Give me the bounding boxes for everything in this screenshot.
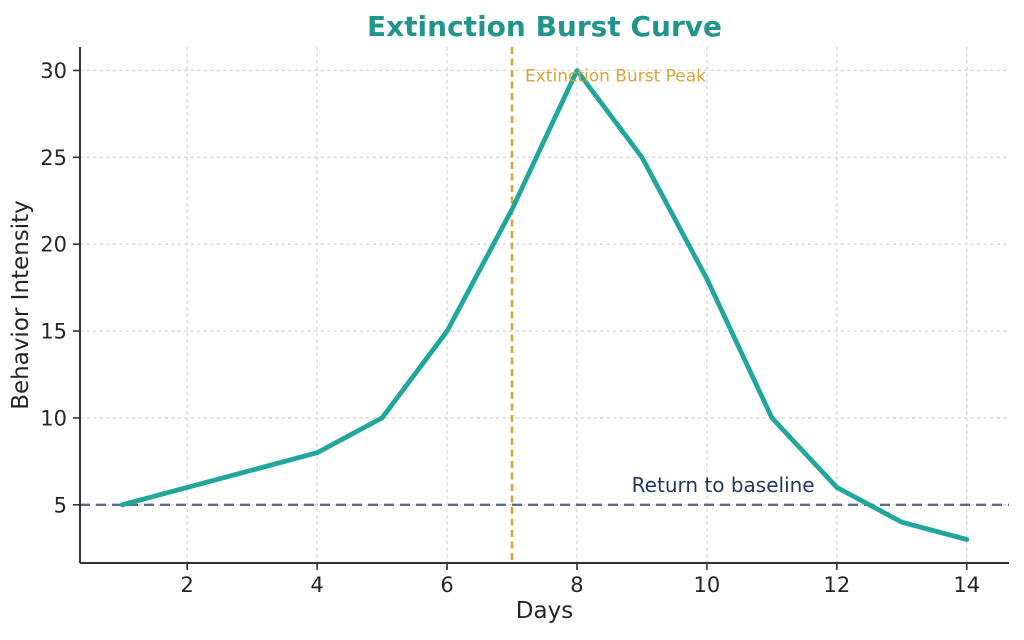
reference-lines (80, 47, 1009, 563)
x-tick-label-6: 6 (440, 573, 453, 597)
chart-title: Extinction Burst Curve (367, 10, 722, 43)
y-tick-label-10: 10 (40, 406, 67, 430)
x-tick-label-12: 12 (823, 573, 850, 597)
y-axis-label: Behavior Intensity (8, 200, 34, 410)
y-tick-label-20: 20 (40, 233, 67, 257)
x-tick-label-2: 2 (181, 573, 194, 597)
axis-ticks-and-labels: 2 4 6 8 10 12 14 5 10 15 20 25 30 (40, 59, 980, 597)
x-tick-label-14: 14 (953, 573, 980, 597)
baseline-annotation: Return to baseline (632, 473, 815, 497)
y-tick-label-5: 5 (54, 493, 67, 517)
x-axis-label: Days (516, 598, 573, 624)
y-tick-label-30: 30 (40, 59, 67, 83)
axis-spines (79, 47, 1009, 564)
peak-annotation: Extinction Burst Peak (525, 67, 706, 87)
data-series (119, 68, 970, 542)
x-tick-label-4: 4 (310, 573, 323, 597)
gridlines (80, 47, 1009, 563)
x-tick-label-8: 8 (570, 573, 583, 597)
y-tick-label-25: 25 (40, 146, 67, 170)
annotations: Extinction Burst Peak Return to baseline (525, 67, 815, 497)
behavior-intensity-line (119, 68, 970, 542)
x-tick-label-10: 10 (694, 573, 721, 597)
y-tick-label-15: 15 (40, 320, 67, 344)
